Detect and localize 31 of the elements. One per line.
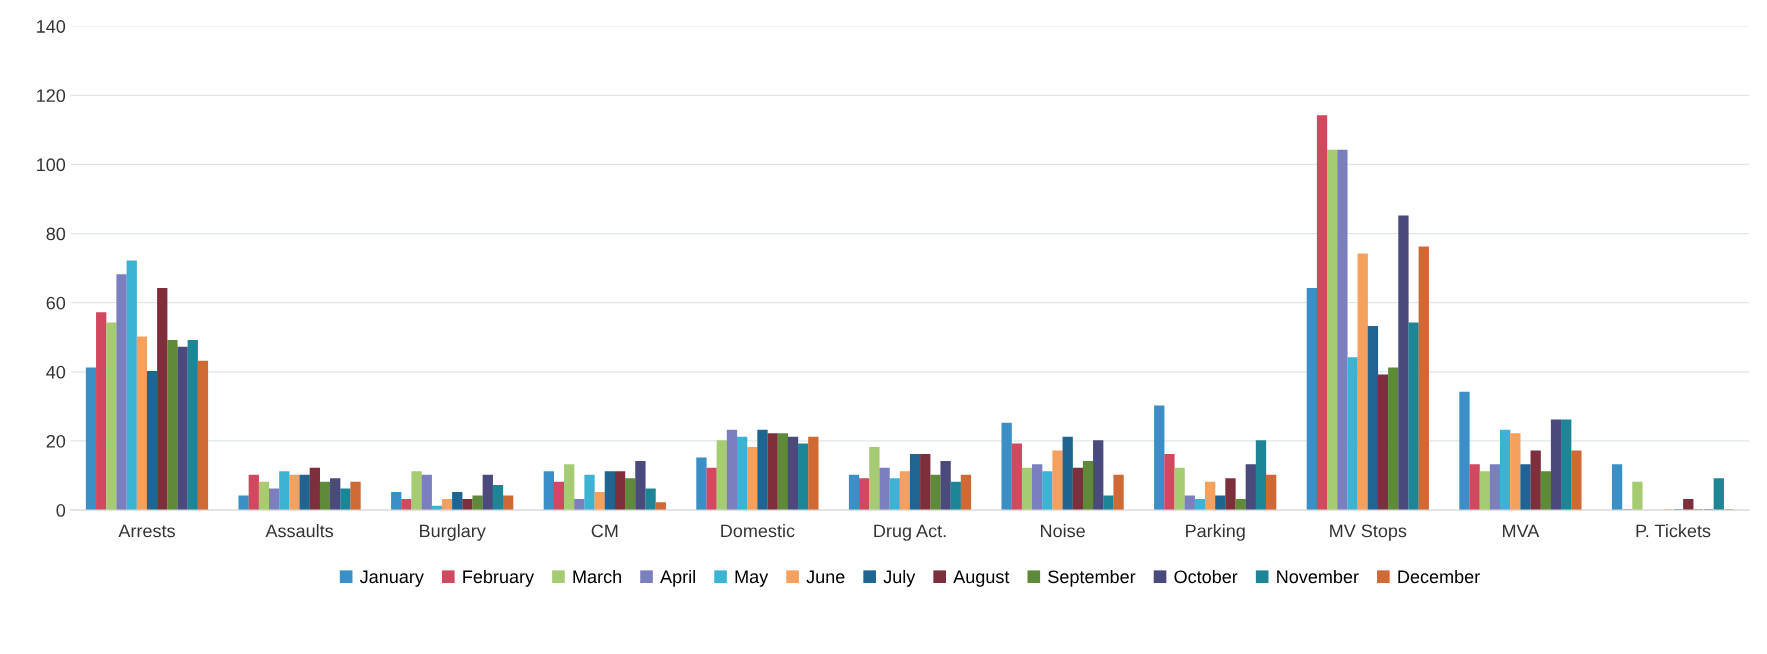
legend-label: April xyxy=(660,569,695,587)
x-tick-label: Domestic xyxy=(721,524,795,538)
x-tick-label: Assaults xyxy=(265,524,334,538)
x-tick-label: MV Stops xyxy=(1330,524,1407,541)
x-tick-label: Noise xyxy=(1041,524,1085,538)
x-tick-label: Drug Act. xyxy=(874,524,946,541)
y-tick-label: 60 xyxy=(46,296,66,310)
y-tick-label: 120 xyxy=(37,89,66,103)
legend-label: December xyxy=(1398,569,1480,584)
y-tick-label: 20 xyxy=(46,434,66,448)
legend-label: June xyxy=(806,570,845,584)
x-tick-label: CM xyxy=(591,524,618,538)
y-tick-label: 40 xyxy=(46,365,66,379)
x-tick-label: MVA xyxy=(1503,524,1540,538)
legend-label: February xyxy=(463,569,535,587)
legend-label: October xyxy=(1174,569,1238,584)
legend-label: July xyxy=(883,569,916,587)
legend-label: September xyxy=(1048,569,1136,587)
x-tick-label: Burglary xyxy=(420,524,486,541)
x-tick-label: Parking xyxy=(1186,524,1245,541)
legend-label: January xyxy=(359,570,424,587)
legend-label: May xyxy=(735,570,769,587)
legend-label: March xyxy=(573,569,621,584)
x-tick-label: P. Tickets xyxy=(1636,524,1711,538)
y-tick-label: 140 xyxy=(37,20,66,33)
legend-label: August xyxy=(953,570,1010,587)
y-tick-label: 80 xyxy=(46,227,66,241)
legend-label: November xyxy=(1277,569,1359,584)
y-tick-label: 0 xyxy=(56,504,66,517)
x-tick-label: Arrests xyxy=(118,524,175,538)
y-tick-label: 100 xyxy=(37,158,66,172)
